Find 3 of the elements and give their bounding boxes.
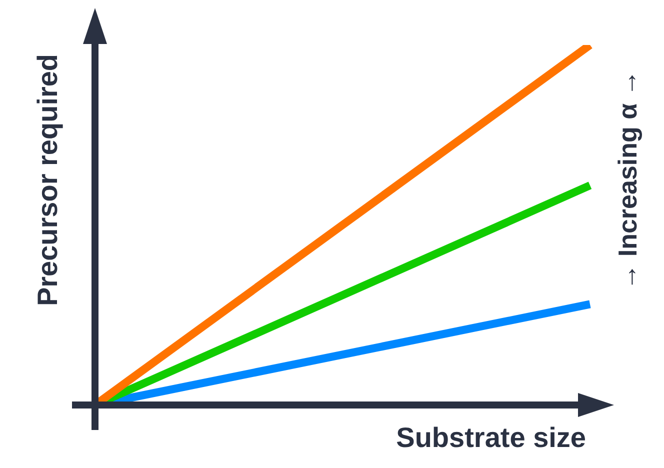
- y-axis-title: Precursor required: [32, 54, 64, 306]
- x-axis-title: Substrate size: [396, 422, 586, 454]
- annotation: → Increasing α →: [612, 70, 644, 290]
